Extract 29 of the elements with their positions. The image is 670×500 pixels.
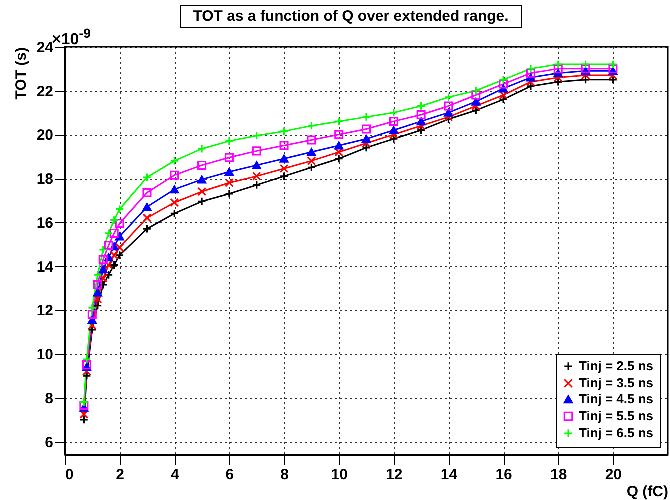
annotation: ×10$^{-9}$ (52, 26, 91, 48)
x-tick-label: 6 (226, 466, 234, 484)
x-tick-label: 2 (116, 466, 124, 484)
y-tick-label: 8 (45, 390, 54, 408)
x-tick-label: 0 (66, 466, 74, 484)
legend-label: Tinj = 6.5 ns (579, 426, 654, 440)
x-tick-label: 10 (331, 466, 348, 484)
y-tick-label: 16 (36, 214, 54, 232)
y-axis-title: TOT (s) (12, 48, 30, 100)
legend-label: Tinj = 2.5 ns (579, 358, 654, 374)
x-tick-label: 18 (550, 466, 568, 484)
x-tick-label: 8 (280, 466, 289, 484)
y-tick-label: 14 (36, 258, 54, 276)
x-tick-label: 16 (496, 466, 512, 484)
y-tick-label: 18 (36, 171, 54, 188)
y-tick-label: 10 (36, 346, 54, 364)
legend-label: Tinj = 4.5 ns (579, 392, 654, 406)
x-tick-label: 20 (605, 466, 622, 484)
x-tick-label: 4 (170, 466, 180, 484)
y-tick-label: 22 (36, 83, 54, 100)
chart-title: TOT as a function of Q over extended range. (180, 5, 522, 28)
x-axis-title: Q (fC) (626, 484, 668, 500)
legend-label: Tinj = 3.5 ns (579, 376, 654, 390)
y-tick-label: 20 (36, 127, 54, 144)
y-tick-label: 6 (45, 434, 54, 452)
x-tick-label: 12 (386, 466, 403, 484)
legend-label: Tinj = 5.5 ns (579, 408, 654, 424)
y-tick-label: 12 (36, 302, 54, 320)
x-tick-label: 14 (440, 466, 458, 484)
